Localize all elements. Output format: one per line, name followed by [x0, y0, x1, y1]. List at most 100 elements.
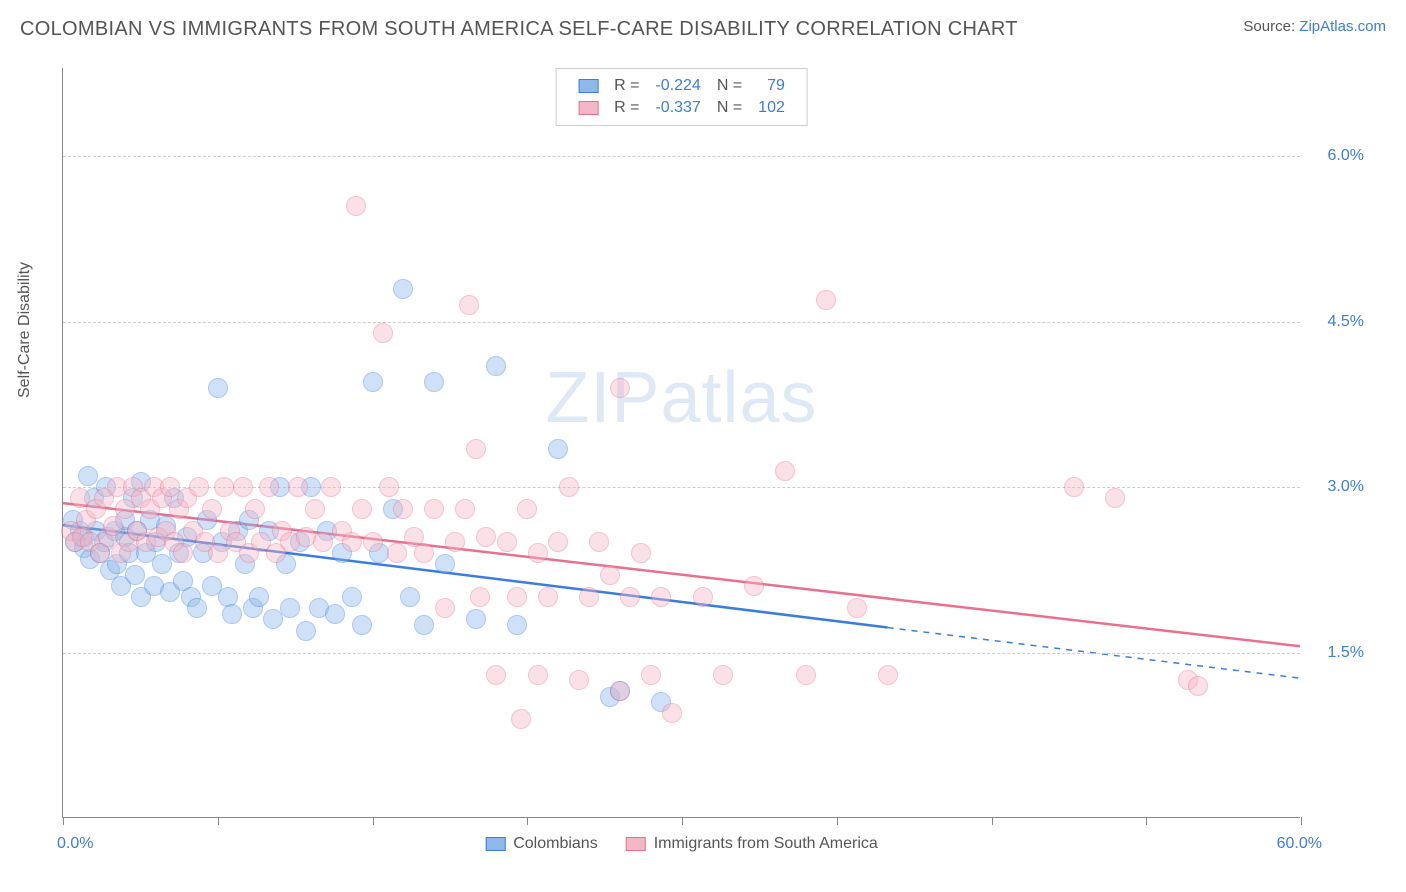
- watermark: ZIPatlas: [545, 357, 817, 439]
- data-point: [507, 587, 527, 607]
- data-point: [379, 477, 399, 497]
- data-point: [393, 279, 413, 299]
- data-point: [528, 665, 548, 685]
- data-point: [775, 461, 795, 481]
- data-point: [352, 615, 372, 635]
- data-point: [610, 378, 630, 398]
- series-swatch: [578, 79, 598, 93]
- data-point: [528, 543, 548, 563]
- data-point: [342, 587, 362, 607]
- data-point: [400, 587, 420, 607]
- x-tick: [1146, 817, 1147, 825]
- x-tick: [1301, 817, 1302, 825]
- chart-header: COLOMBIAN VS IMMIGRANTS FROM SOUTH AMERI…: [0, 0, 1406, 49]
- stat-r-label: R =: [606, 75, 647, 97]
- data-point: [1064, 477, 1084, 497]
- stat-n-label: N =: [709, 75, 750, 97]
- x-tick: [992, 817, 993, 825]
- x-tick: [527, 817, 528, 825]
- data-point: [424, 372, 444, 392]
- data-point: [445, 532, 465, 552]
- stat-n-value: 79: [750, 75, 793, 97]
- source-attribution: Source: ZipAtlas.com: [1243, 18, 1386, 35]
- data-point: [548, 439, 568, 459]
- stats-legend-box: R =-0.224N =79R =-0.337N =102: [555, 68, 808, 126]
- data-point: [249, 587, 269, 607]
- legend-item: Immigrants from South America: [626, 835, 878, 853]
- data-point: [325, 604, 345, 624]
- data-point: [651, 587, 671, 607]
- data-point: [305, 499, 325, 519]
- data-point: [486, 665, 506, 685]
- x-tick: [63, 817, 64, 825]
- legend-label: Colombians: [513, 835, 597, 853]
- data-point: [296, 621, 316, 641]
- data-point: [662, 703, 682, 723]
- legend-item: Colombians: [485, 835, 597, 853]
- data-point: [259, 477, 279, 497]
- data-point: [455, 499, 475, 519]
- data-point: [363, 372, 383, 392]
- data-point: [342, 532, 362, 552]
- data-point: [424, 499, 444, 519]
- source-link[interactable]: ZipAtlas.com: [1299, 18, 1386, 35]
- data-point: [476, 527, 496, 547]
- data-point: [214, 477, 234, 497]
- data-point: [346, 196, 366, 216]
- data-point: [189, 477, 209, 497]
- stat-r-value: -0.337: [647, 97, 708, 119]
- gridline: [63, 322, 1300, 323]
- legend-swatch: [626, 837, 646, 851]
- x-axis-max-label: 60.0%: [1277, 835, 1322, 853]
- data-point: [631, 543, 651, 563]
- data-point: [78, 466, 98, 486]
- data-point: [245, 499, 265, 519]
- data-point: [548, 532, 568, 552]
- data-point: [187, 598, 207, 618]
- x-axis-min-label: 0.0%: [57, 835, 93, 853]
- data-point: [713, 665, 733, 685]
- source-label: Source:: [1243, 18, 1295, 35]
- data-point: [459, 295, 479, 315]
- data-point: [435, 598, 455, 618]
- data-point: [517, 499, 537, 519]
- stats-row: R =-0.337N =102: [570, 97, 793, 119]
- trendlines-svg: [63, 68, 1300, 817]
- data-point: [589, 532, 609, 552]
- legend-swatch: [485, 837, 505, 851]
- data-point: [173, 543, 193, 563]
- data-point: [1188, 676, 1208, 696]
- data-point: [202, 499, 222, 519]
- data-point: [470, 587, 490, 607]
- x-tick: [218, 817, 219, 825]
- data-point: [352, 499, 372, 519]
- data-point: [313, 532, 333, 552]
- data-point: [559, 477, 579, 497]
- data-point: [497, 532, 517, 552]
- data-point: [208, 543, 228, 563]
- data-point: [693, 587, 713, 607]
- gridline: [63, 156, 1300, 157]
- stat-r-value: -0.224: [647, 75, 708, 97]
- data-point: [878, 665, 898, 685]
- data-point: [796, 665, 816, 685]
- x-tick: [682, 817, 683, 825]
- y-tick-label: 4.5%: [1308, 313, 1364, 331]
- bottom-legend: Colombians Immigrants from South America: [485, 835, 878, 853]
- data-point: [600, 565, 620, 585]
- data-point: [610, 681, 630, 701]
- data-point: [373, 323, 393, 343]
- data-point: [222, 604, 242, 624]
- data-point: [414, 615, 434, 635]
- data-point: [579, 587, 599, 607]
- y-tick-label: 1.5%: [1308, 644, 1364, 662]
- y-axis-label: Self-Care Disability: [16, 262, 34, 398]
- data-point: [1105, 488, 1125, 508]
- chart-title: COLOMBIAN VS IMMIGRANTS FROM SOUTH AMERI…: [20, 18, 1018, 41]
- data-point: [280, 598, 300, 618]
- series-swatch: [578, 101, 598, 115]
- gridline: [63, 653, 1300, 654]
- data-point: [816, 290, 836, 310]
- stat-r-label: R =: [606, 97, 647, 119]
- chart-container: Self-Care Disability ZIPatlas R =-0.224N…: [20, 58, 1386, 878]
